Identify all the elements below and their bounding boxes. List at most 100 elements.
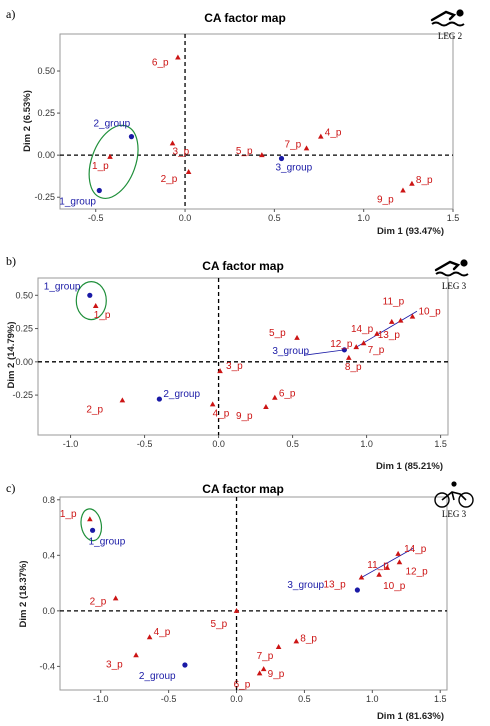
x-tick-label: -0.5	[161, 694, 177, 704]
variable-point	[409, 313, 416, 319]
x-tick-label: 0.0	[212, 439, 225, 449]
point-label: 8_p	[416, 175, 433, 186]
point-label: 1_group	[59, 196, 96, 207]
y-tick-label: 0.50	[37, 66, 55, 76]
x-tick-label: 1.5	[434, 439, 447, 449]
swimmer-icon	[430, 9, 465, 27]
variable-point	[358, 574, 365, 580]
point-label: 3_group	[272, 346, 309, 357]
legend-label: LEG 3	[442, 281, 467, 291]
group-point	[156, 396, 162, 402]
x-tick-label: 0.5	[298, 694, 311, 704]
variable-point	[388, 318, 395, 324]
y-tick-label: 0.00	[37, 150, 55, 160]
x-tick-label: -0.5	[137, 439, 153, 449]
variable-point	[346, 354, 352, 360]
variable-point	[395, 550, 401, 556]
variable-point	[185, 168, 192, 174]
variable-point	[293, 638, 300, 644]
y-tick-label: 0.4	[42, 550, 55, 560]
variable-point	[376, 571, 382, 577]
y-axis-label: Dim 2 (18.37%)	[18, 560, 29, 627]
swimmer-head-icon	[456, 9, 464, 17]
variable-point	[275, 643, 282, 649]
variable-point	[360, 340, 367, 346]
variable-point	[259, 152, 265, 158]
swimmer-arm-icon	[434, 260, 461, 272]
variable-point	[233, 607, 240, 613]
x-axis-label: Dim 1 (93.47%)	[377, 226, 444, 237]
y-tick-label: -0.4	[39, 661, 55, 671]
point-label: 13_p	[378, 330, 401, 341]
point-label: 11_p	[383, 297, 405, 308]
bike-wheel-icon	[434, 492, 450, 508]
group-point	[278, 155, 285, 162]
group-point	[128, 134, 135, 140]
x-tick-label: -1.0	[63, 439, 79, 449]
point-label: 3_group	[276, 163, 313, 174]
plot-frame	[59, 496, 448, 691]
bike-wheel-icon	[458, 492, 474, 508]
y-tick-label: 0.8	[42, 495, 55, 505]
x-tick-label: 1.0	[366, 694, 379, 704]
group-point	[87, 292, 93, 298]
point-label: 6_p	[234, 679, 251, 690]
point-label: 12_p	[330, 339, 353, 350]
variable-point	[175, 54, 181, 60]
x-tick-label: 0.0	[230, 694, 243, 704]
point-label: 13_p	[323, 580, 346, 591]
variable-point	[318, 133, 324, 139]
point-label: 4_p	[325, 128, 342, 139]
variable-point	[263, 404, 269, 410]
variable-point	[107, 153, 113, 159]
panel-label: b)	[6, 254, 16, 268]
point-label: 6_p	[152, 58, 169, 69]
variable-point	[87, 516, 93, 522]
variable-point	[397, 317, 404, 323]
point-label: 3_group	[287, 580, 324, 591]
y-tick-label: 0.00	[15, 357, 33, 367]
point-label: 3_p	[106, 659, 123, 670]
x-axis-label: Dim 1 (85.21%)	[376, 461, 443, 472]
point-label: 14_p	[351, 324, 374, 335]
variable-point	[409, 180, 415, 186]
swimmer-head-icon	[460, 259, 468, 267]
chart-title: CA factor map	[202, 259, 284, 273]
variable-point	[303, 145, 310, 151]
variable-point	[217, 368, 223, 374]
point-label: 9_p	[377, 194, 394, 205]
point-label: 5_p	[211, 619, 228, 630]
point-label: 10_p	[418, 307, 441, 318]
group-point	[354, 587, 360, 593]
point-label: 7_p	[368, 345, 385, 356]
panel-label: a)	[6, 7, 15, 21]
variable-point	[133, 652, 139, 658]
variable-point	[256, 670, 263, 676]
point-label: 3_p	[173, 146, 190, 157]
point-label: 7_p	[285, 139, 302, 150]
point-label: 11_p	[367, 560, 389, 571]
group-point	[341, 347, 347, 353]
y-axis-label: Dim 2 (6.53%)	[22, 90, 33, 152]
point-label: 14_p	[404, 544, 427, 555]
x-tick-label: 0.5	[286, 439, 299, 449]
legend-label: LEG 3	[442, 509, 467, 519]
point-label: 8_p	[345, 362, 362, 373]
point-label: 3_p	[226, 361, 243, 372]
point-label: 4_p	[154, 627, 171, 638]
x-tick-label: 1.5	[434, 694, 447, 704]
y-tick-label: -0.25	[34, 192, 55, 202]
point-label: 2_p	[161, 174, 178, 185]
cyclist-head-icon	[451, 481, 457, 487]
point-label: 2_group	[93, 119, 130, 130]
legend-label: LEG 2	[438, 31, 462, 41]
x-tick-label: -0.5	[88, 213, 104, 223]
y-tick-label: 0.25	[37, 108, 55, 118]
variable-point	[92, 302, 99, 308]
variable-point	[294, 334, 300, 340]
x-tick-label: 1.5	[447, 213, 460, 223]
point-label: 2_group	[163, 389, 200, 400]
group-ellipse	[88, 124, 139, 199]
point-label: 12_p	[405, 566, 428, 577]
